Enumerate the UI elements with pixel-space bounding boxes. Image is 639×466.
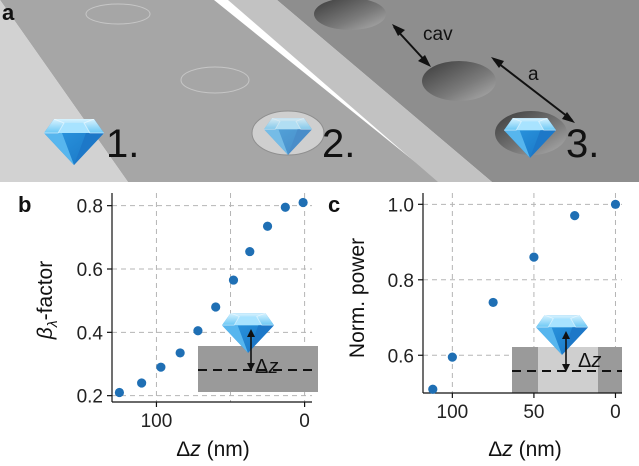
panel-letter-a: a — [2, 0, 15, 25]
panel-a: cav a 1. 2. 3. a — [0, 0, 639, 182]
c-ytick-label-2: 1.0 — [388, 195, 414, 216]
b-data-point-3 — [175, 348, 185, 358]
b-inset: Δz — [198, 313, 318, 392]
b-inset-dz-label: Δz — [255, 356, 278, 378]
a-arrowhead-start — [491, 57, 504, 68]
c-y-axis-label: Norm. power — [346, 238, 369, 358]
b-data-point-10 — [298, 197, 308, 208]
b-points — [114, 197, 308, 398]
b-ytick-label-3: 0.8 — [77, 197, 103, 218]
faint-hole-1 — [85, 3, 151, 25]
b-ytick-label-0: 0.2 — [77, 387, 103, 408]
b-ytick-label-1: 0.4 — [77, 323, 104, 344]
c-x-axis-label: Δz (nm) — [488, 438, 562, 461]
b-inset-dz-arrowhead-down — [247, 363, 255, 371]
c-inset-dz-label: Δz — [578, 350, 601, 372]
c-points — [428, 199, 621, 394]
b-data-point-4 — [193, 326, 203, 336]
b-data-point-1 — [137, 378, 147, 388]
a-arrowhead-end — [562, 112, 575, 123]
b-xtick-label-1: 0 — [299, 411, 310, 432]
b-x-axis-label: Δz (nm) — [176, 438, 250, 461]
b-data-point-6 — [228, 275, 239, 285]
faint-hole-2 — [180, 66, 250, 94]
b-data-point-5 — [211, 302, 221, 312]
label-cav: cav — [423, 24, 453, 45]
hole-2 — [422, 61, 496, 101]
b-data-point-9 — [280, 202, 290, 212]
b-xtick-label-0: 100 — [141, 411, 173, 432]
b-ytick-label-2: 0.6 — [77, 260, 103, 281]
waveguide-right-side — [228, 0, 492, 182]
c-inset: Δz — [512, 315, 622, 393]
c-ytick-label-0: 0.6 — [388, 346, 414, 367]
c-inset-dz-arrowhead-up — [562, 331, 570, 339]
a-arrow — [493, 59, 573, 121]
b-y-axis-label: βλ-factor — [34, 261, 60, 340]
hole-1 — [314, 0, 386, 30]
c-xtick-label-2: 0 — [610, 402, 621, 423]
c-data-point-4 — [570, 211, 580, 221]
c-inset-dz-arrowhead-down — [562, 364, 570, 372]
waveguide-left-top — [0, 0, 440, 182]
b-data-point-2 — [156, 362, 166, 372]
c-ytick-label-1: 0.8 — [388, 271, 414, 292]
b-data-point-0 — [114, 387, 125, 398]
b-axes: 0.2 0.4 0.6 0.8 100 0 — [77, 193, 312, 432]
b-inset-dz-arrowhead-up — [247, 329, 255, 337]
c-data-point-2 — [488, 297, 498, 308]
b-data-point-8 — [262, 221, 273, 231]
panel-letter-c: c — [328, 192, 340, 217]
c-data-point-0 — [428, 384, 438, 394]
panel-b: b Δz 0.2 0.4 0.6 0.8 100 0 βλ-factor Δz (nm) — [18, 192, 318, 461]
c-data-point-1 — [447, 352, 457, 362]
cav-arrowhead-start — [392, 24, 405, 36]
c-xtick-label-1: 50 — [523, 402, 544, 423]
step-label-2: 2. — [322, 122, 355, 166]
c-axes: 0.6 0.8 1.0 100 50 0 — [388, 193, 622, 423]
b-data-point-7 — [245, 246, 255, 257]
label-a: a — [528, 64, 539, 85]
step-label-1: 1. — [106, 122, 139, 166]
step-label-3: 3. — [566, 122, 599, 166]
cav-arrowhead-end — [418, 55, 431, 67]
panel-c: c Δz 0.6 0.8 1.0 100 50 0 Norm. power Δz (nm) — [328, 192, 622, 461]
c-data-point-3 — [529, 252, 539, 262]
c-xtick-label-0: 100 — [437, 402, 469, 423]
c-data-point-5 — [610, 199, 621, 209]
panel-letter-b: b — [18, 192, 31, 217]
